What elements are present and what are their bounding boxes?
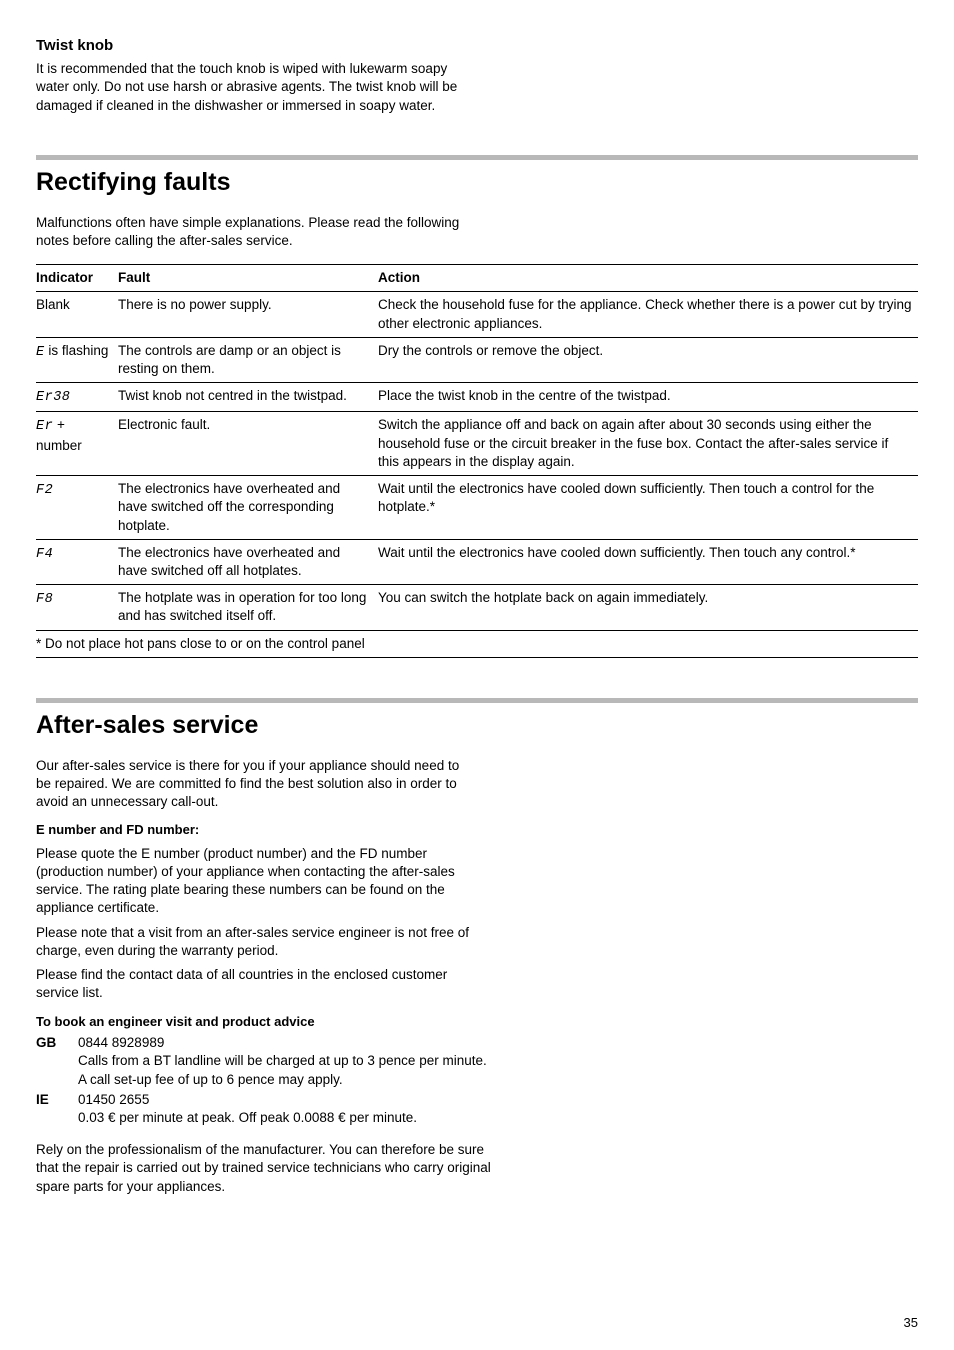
indicator-code: F8 xyxy=(36,592,53,607)
cell-fault: The controls are damp or an object is re… xyxy=(118,337,378,382)
aftersales-heading: After-sales service xyxy=(36,709,918,743)
table-footnote: * Do not place hot pans close to or on t… xyxy=(36,630,918,657)
cell-fault: There is no power supply. xyxy=(118,292,378,337)
table-row: Er + number Electronic fault. Switch the… xyxy=(36,412,918,476)
contact-phone: 0844 8928989 xyxy=(78,1035,164,1050)
contact-note: 0.03 € per minute at peak. Off peak 0.00… xyxy=(78,1110,417,1125)
table-row: F2 The electronics have overheated and h… xyxy=(36,476,918,540)
twist-knob-heading: Twist knob xyxy=(36,36,918,56)
contact-body: 01450 2655 0.03 € per minute at peak. Of… xyxy=(78,1091,491,1127)
enfd-p2: Please note that a visit from an after-s… xyxy=(36,924,491,960)
cell-indicator: Er + number xyxy=(36,412,118,476)
aftersales-closing: Rely on the professionalism of the manuf… xyxy=(36,1141,491,1196)
cell-fault: The electronics have overheated and have… xyxy=(118,476,378,540)
enfd-p1: Please quote the E number (product numbe… xyxy=(36,845,491,918)
cell-fault: Electronic fault. xyxy=(118,412,378,476)
section-divider xyxy=(36,155,918,160)
cell-indicator: E is flashing xyxy=(36,337,118,382)
table-row: Er38 Twist knob not centred in the twist… xyxy=(36,383,918,412)
cell-fault: The electronics have overheated and have… xyxy=(118,539,378,584)
rectifying-intro: Malfunctions often have simple explanati… xyxy=(36,214,476,250)
contact-phone: 01450 2655 xyxy=(78,1092,149,1107)
section-divider xyxy=(36,698,918,703)
cell-fault: Twist knob not centred in the twistpad. xyxy=(118,383,378,412)
cell-action: Check the household fuse for the applian… xyxy=(378,292,918,337)
cell-action: Wait until the electronics have cooled d… xyxy=(378,476,918,540)
contact-body: 0844 8928989 Calls from a BT landline wi… xyxy=(78,1034,491,1089)
aftersales-intro: Our after-sales service is there for you… xyxy=(36,757,476,812)
contact-country: GB xyxy=(36,1034,78,1089)
col-indicator: Indicator xyxy=(36,265,118,292)
indicator-code: F2 xyxy=(36,483,53,498)
cell-indicator: F4 xyxy=(36,539,118,584)
contact-row: IE 01450 2655 0.03 € per minute at peak.… xyxy=(36,1091,491,1127)
cell-action: Switch the appliance off and back on aga… xyxy=(378,412,918,476)
enfd-p3: Please find the contact data of all coun… xyxy=(36,966,491,1002)
cell-action: You can switch the hotplate back on agai… xyxy=(378,585,918,630)
table-row: F8 The hotplate was in operation for too… xyxy=(36,585,918,630)
col-action: Action xyxy=(378,265,918,292)
indicator-code: Er38 xyxy=(36,390,70,405)
contact-note: Calls from a BT landline will be charged… xyxy=(78,1053,487,1086)
indicator-code: F4 xyxy=(36,547,53,562)
cell-indicator: F2 xyxy=(36,476,118,540)
table-footnote-row: * Do not place hot pans close to or on t… xyxy=(36,630,918,657)
contact-country: IE xyxy=(36,1091,78,1127)
cell-action: Wait until the electronics have cooled d… xyxy=(378,539,918,584)
enfd-heading: E number and FD number: xyxy=(36,821,476,839)
table-row: F4 The electronics have overheated and h… xyxy=(36,539,918,584)
indicator-suffix: is flashing xyxy=(45,343,109,358)
cell-indicator: F8 xyxy=(36,585,118,630)
cell-indicator: Blank xyxy=(36,292,118,337)
indicator-code: E xyxy=(36,345,45,360)
cell-fault: The hotplate was in operation for too lo… xyxy=(118,585,378,630)
book-heading: To book an engineer visit and product ad… xyxy=(36,1013,476,1031)
faults-table: Indicator Fault Action Blank There is no… xyxy=(36,264,918,658)
col-fault: Fault xyxy=(118,265,378,292)
contact-row: GB 0844 8928989 Calls from a BT landline… xyxy=(36,1034,491,1089)
rectifying-heading: Rectifying faults xyxy=(36,166,918,200)
table-header-row: Indicator Fault Action xyxy=(36,265,918,292)
twist-knob-body: It is recommended that the touch knob is… xyxy=(36,60,476,115)
page-number: 35 xyxy=(904,1314,918,1332)
cell-action: Dry the controls or remove the object. xyxy=(378,337,918,382)
table-row: Blank There is no power supply. Check th… xyxy=(36,292,918,337)
indicator-code: Er xyxy=(36,419,53,434)
table-row: E is flashing The controls are damp or a… xyxy=(36,337,918,382)
cell-action: Place the twist knob in the centre of th… xyxy=(378,383,918,412)
cell-indicator: Er38 xyxy=(36,383,118,412)
